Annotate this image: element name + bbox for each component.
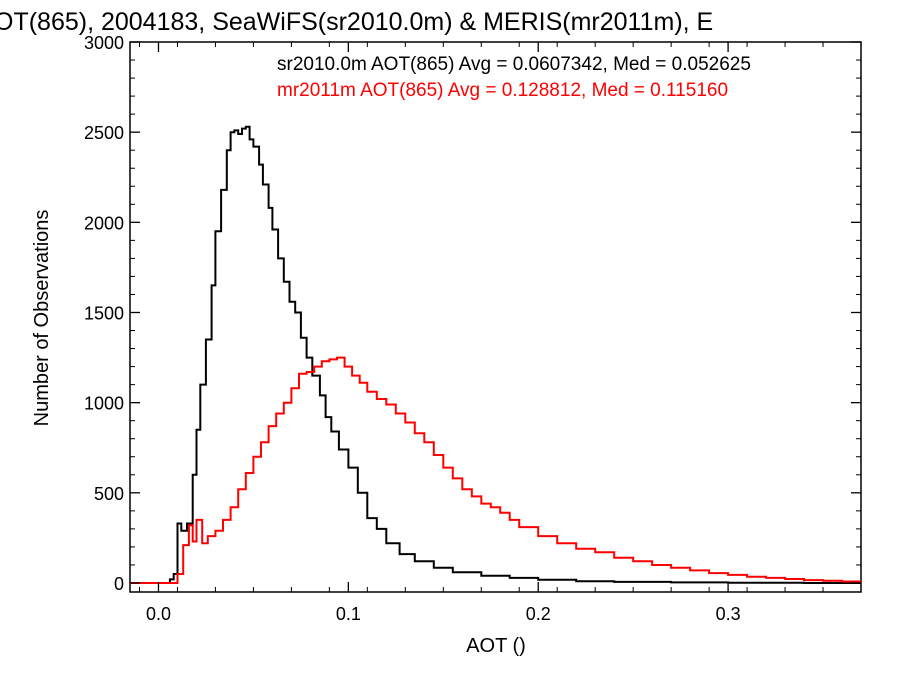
chart-title: OT(865), 2004183, SeaWiFS(sr2010.0m) & M… [0,8,713,36]
plot-area [129,41,862,593]
annotation-line-2: mr2011m AOT(865) Avg = 0.128812, Med = 0… [277,80,728,101]
axis-ticks [130,41,862,592]
y-tick-label: 0 [114,574,124,594]
axis-tick-labels: 0.0 0.1 0.2 0.3 0 500 1000 1500 2000 2500 3000 [84,33,741,624]
y-tick-label: 3000 [84,33,124,53]
legend-annotations: sr2010.0m AOT(865) Avg = 0.0607342, Med … [277,54,751,101]
series-line-1 [130,125,861,584]
y-axis-label: Number of Observations [31,210,53,427]
y-tick-label: 1500 [84,303,124,323]
series-group [130,125,862,584]
series-line-2 [130,356,862,584]
x-tick-label: 0.1 [336,604,361,624]
x-axis-label: AOT () [466,635,526,657]
annotation-line-1: sr2010.0m AOT(865) Avg = 0.0607342, Med … [277,54,751,75]
y-tick-label: 1000 [84,394,124,414]
x-tick-label: 0.0 [146,604,171,624]
y-tick-label: 2500 [84,123,124,143]
plot-frame [129,41,862,593]
x-tick-label: 0.2 [526,604,551,624]
y-tick-label: 500 [94,484,124,504]
y-tick-label: 2000 [84,213,124,233]
x-tick-label: 0.3 [716,604,741,624]
